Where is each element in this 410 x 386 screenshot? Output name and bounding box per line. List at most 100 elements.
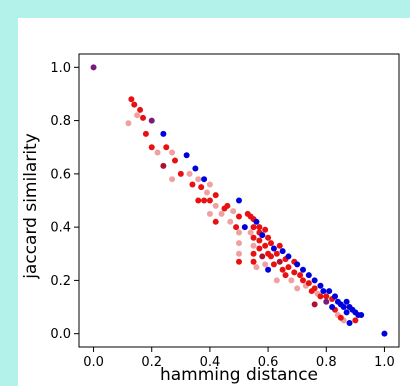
scatter-point <box>160 130 167 137</box>
x-tick-label: 0.4 <box>200 355 221 370</box>
scatter-point <box>268 253 274 260</box>
y-tick-label: 0.2 <box>50 274 71 289</box>
scatter-point <box>343 309 350 316</box>
scatter-point <box>236 258 242 265</box>
scatter-point <box>230 208 237 215</box>
scatter-point <box>273 250 280 257</box>
scatter-point <box>279 248 286 255</box>
scatter-point <box>163 144 170 151</box>
scatter-point <box>259 253 266 260</box>
scatter-point <box>311 301 318 308</box>
scatter-point <box>282 272 289 279</box>
scatter-point <box>323 293 330 300</box>
scatter-point <box>195 197 202 204</box>
y-tick-label: 0.8 <box>50 114 71 129</box>
scatter-point <box>285 253 292 260</box>
scatter-point <box>192 165 199 172</box>
scatter-point <box>294 285 301 292</box>
scatter-point <box>250 250 257 257</box>
scatter-point <box>247 229 254 236</box>
scatter-point <box>236 250 242 257</box>
scatter-point <box>276 242 283 249</box>
scatter-point <box>250 224 257 231</box>
scatter-point <box>160 162 167 169</box>
scatter-point <box>201 176 208 183</box>
scatter-point <box>154 149 161 156</box>
scatter-point <box>212 192 219 199</box>
points-layer <box>90 64 388 337</box>
scatter-point <box>236 240 242 247</box>
scatter-point <box>204 189 210 196</box>
scatter-point <box>241 224 248 231</box>
scatter-point <box>346 320 353 327</box>
scatter-point <box>265 234 272 241</box>
scatter-point <box>311 285 318 292</box>
scatter-point <box>142 130 149 137</box>
scatter-point <box>256 245 263 252</box>
scatter-point <box>140 114 146 121</box>
scatter-chart: 0.0 0.2 0.4 0.6 0.8 1.0 0.0 0.2 0.4 0.6 0.8 1.0 ha… <box>21 53 400 385</box>
scatter-point <box>218 210 225 217</box>
scatter-point <box>262 226 269 233</box>
scatter-point <box>206 197 213 204</box>
scatter-point <box>294 261 301 268</box>
scatter-point <box>224 202 231 209</box>
scatter-point <box>206 210 213 217</box>
scatter-point <box>317 282 324 289</box>
scatter-point <box>270 245 277 252</box>
scatter-point <box>291 269 298 276</box>
scatter-point <box>137 106 144 113</box>
scatter-point <box>128 96 135 103</box>
x-tick-label: 0.0 <box>83 355 104 370</box>
scatter-point <box>206 181 213 188</box>
scatter-point <box>276 258 283 265</box>
scatter-point <box>300 266 306 273</box>
scatter-point <box>323 298 330 305</box>
y-axis-label: jaccard similarity <box>21 133 41 280</box>
scatter-point <box>236 229 242 236</box>
scatter-point <box>236 213 242 220</box>
scatter-point <box>340 304 347 311</box>
x-axis-label: hamming distance <box>160 365 318 385</box>
scatter-point <box>198 184 205 191</box>
scatter-point <box>183 152 190 159</box>
y-ticks: 0.0 0.2 0.4 0.6 0.8 1.0 <box>50 61 79 342</box>
scatter-point <box>169 176 176 183</box>
scatter-point <box>253 264 260 271</box>
scatter-point <box>273 277 280 284</box>
scatter-point <box>285 264 292 271</box>
y-tick-label: 0.0 <box>50 327 71 342</box>
scatter-point <box>256 224 263 231</box>
scatter-point <box>212 218 219 225</box>
scatter-point <box>305 272 312 279</box>
x-ticks: 0.0 0.2 0.4 0.6 0.8 1.0 <box>83 347 395 370</box>
x-tick-label: 0.2 <box>141 355 162 370</box>
scatter-point <box>90 64 97 71</box>
scatter-point <box>343 298 350 305</box>
scatter-point <box>262 242 269 249</box>
y-tick-label: 0.4 <box>50 221 71 236</box>
scatter-point <box>337 314 344 321</box>
scatter-point <box>189 181 196 188</box>
scatter-point <box>250 234 257 241</box>
x-tick-label: 0.6 <box>258 355 279 370</box>
scatter-figure: 0.0 0.2 0.4 0.6 0.8 1.0 0.0 0.2 0.4 0.6 0.8 1.0 ha… <box>18 18 410 386</box>
scatter-point <box>358 312 365 319</box>
scatter-point <box>332 293 338 300</box>
scatter-point <box>381 330 388 337</box>
scatter-point <box>148 144 155 151</box>
scatter-point <box>297 272 304 279</box>
scatter-point <box>195 176 202 183</box>
scatter-point <box>279 266 286 273</box>
scatter-point <box>131 101 138 108</box>
scatter-point <box>212 202 219 209</box>
scatter-point <box>250 242 257 249</box>
scatter-point <box>169 149 176 156</box>
scatter-point <box>250 258 257 265</box>
scatter-point <box>311 277 318 284</box>
scatter-point <box>186 170 193 177</box>
scatter-point <box>233 224 240 231</box>
scatter-point <box>125 120 132 127</box>
scatter-point <box>253 218 260 225</box>
scatter-point <box>177 170 184 177</box>
